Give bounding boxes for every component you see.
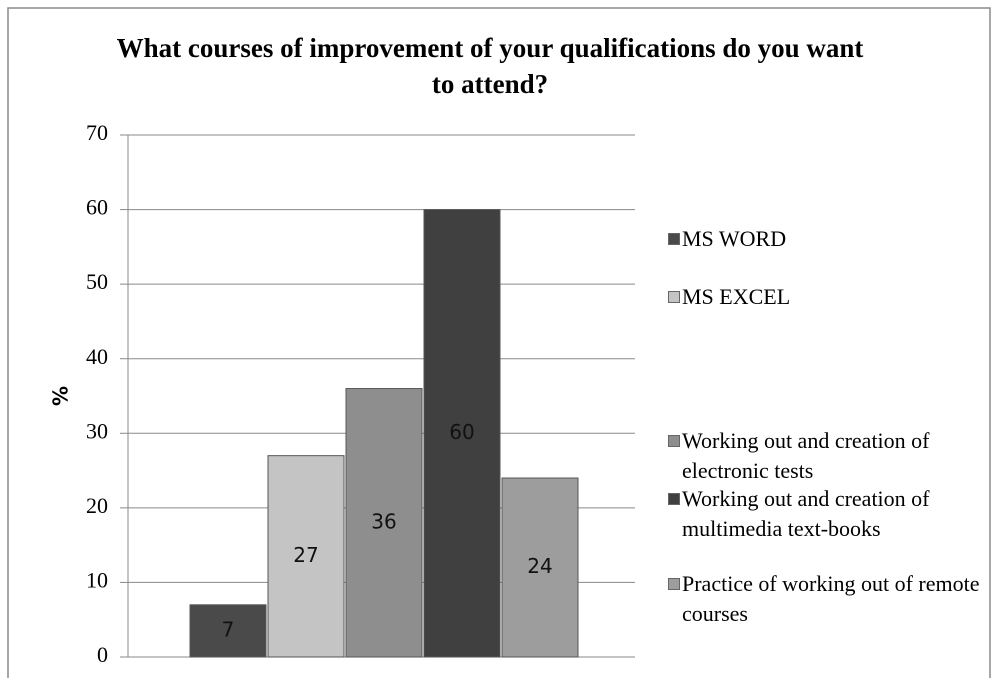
y-axis-label: %: [49, 386, 73, 406]
y-tick-label: 30: [86, 418, 108, 443]
y-tick-label: 0: [97, 642, 108, 667]
y-tick-label: 20: [86, 493, 108, 518]
y-tick-label: 60: [86, 195, 108, 220]
legend-swatch: [668, 578, 680, 590]
data-label: 36: [371, 509, 396, 533]
legend-swatch: [668, 291, 680, 303]
chart-frame: [7, 7, 991, 678]
bar: [501, 477, 579, 658]
bar: [345, 388, 423, 658]
data-label: 27: [293, 543, 318, 567]
legend-swatch: [668, 435, 680, 447]
legend-label: Working out and creation of multimedia t…: [682, 486, 930, 541]
bar: [267, 455, 345, 658]
y-tick-label: 40: [86, 344, 108, 369]
data-label: 24: [527, 554, 552, 578]
legend-entry: Working out and creation of electronic t…: [668, 426, 992, 486]
chart-title: What courses of improvement of your qual…: [116, 33, 864, 99]
y-tick-label: 50: [86, 269, 108, 294]
bar: [189, 604, 267, 658]
y-tick-label: 70: [86, 120, 108, 145]
legend-label: MS WORD: [682, 226, 787, 251]
data-label: 60: [449, 420, 474, 444]
legend-swatch: [668, 493, 680, 505]
legend-entry: Practice of working out of remote course…: [668, 569, 992, 629]
legend-entry: MS WORD: [668, 224, 992, 254]
legend-swatch: [668, 233, 680, 245]
legend-label: Practice of working out of remote course…: [682, 571, 980, 626]
legend-label: MS EXCEL: [682, 284, 791, 309]
legend-label: Working out and creation of electronic t…: [682, 428, 930, 483]
legend-entry: Working out and creation of multimedia t…: [668, 484, 992, 544]
y-tick-label: 10: [86, 567, 108, 592]
legend-entry: MS EXCEL: [668, 282, 992, 312]
data-label: 7: [222, 617, 235, 641]
bar: [423, 209, 501, 658]
